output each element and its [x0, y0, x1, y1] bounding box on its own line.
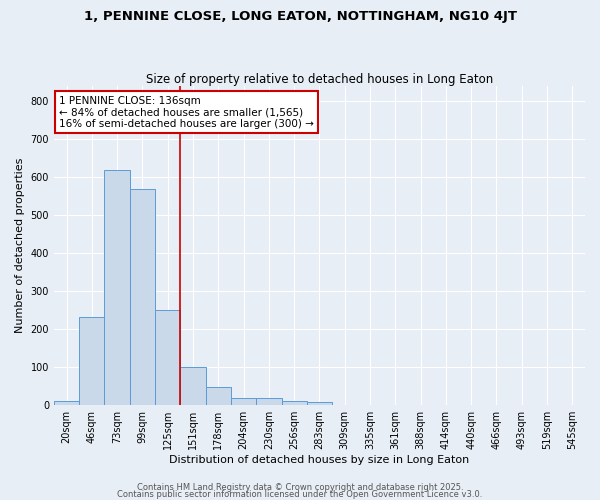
- Bar: [281, 402, 307, 405]
- Bar: [104, 170, 130, 405]
- Bar: [206, 387, 231, 405]
- Text: 1 PENNINE CLOSE: 136sqm
← 84% of detached houses are smaller (1,565)
16% of semi: 1 PENNINE CLOSE: 136sqm ← 84% of detache…: [59, 96, 314, 129]
- Text: Contains HM Land Registry data © Crown copyright and database right 2025.: Contains HM Land Registry data © Crown c…: [137, 484, 463, 492]
- Text: Contains public sector information licensed under the Open Government Licence v3: Contains public sector information licen…: [118, 490, 482, 499]
- Bar: [307, 402, 332, 405]
- Bar: [181, 367, 206, 405]
- Bar: [79, 317, 104, 405]
- X-axis label: Distribution of detached houses by size in Long Eaton: Distribution of detached houses by size …: [169, 455, 470, 465]
- Bar: [256, 398, 281, 405]
- Text: 1, PENNINE CLOSE, LONG EATON, NOTTINGHAM, NG10 4JT: 1, PENNINE CLOSE, LONG EATON, NOTTINGHAM…: [83, 10, 517, 23]
- Title: Size of property relative to detached houses in Long Eaton: Size of property relative to detached ho…: [146, 73, 493, 86]
- Bar: [231, 398, 256, 405]
- Bar: [130, 188, 155, 405]
- Bar: [155, 310, 181, 405]
- Y-axis label: Number of detached properties: Number of detached properties: [15, 158, 25, 334]
- Bar: [54, 402, 79, 405]
